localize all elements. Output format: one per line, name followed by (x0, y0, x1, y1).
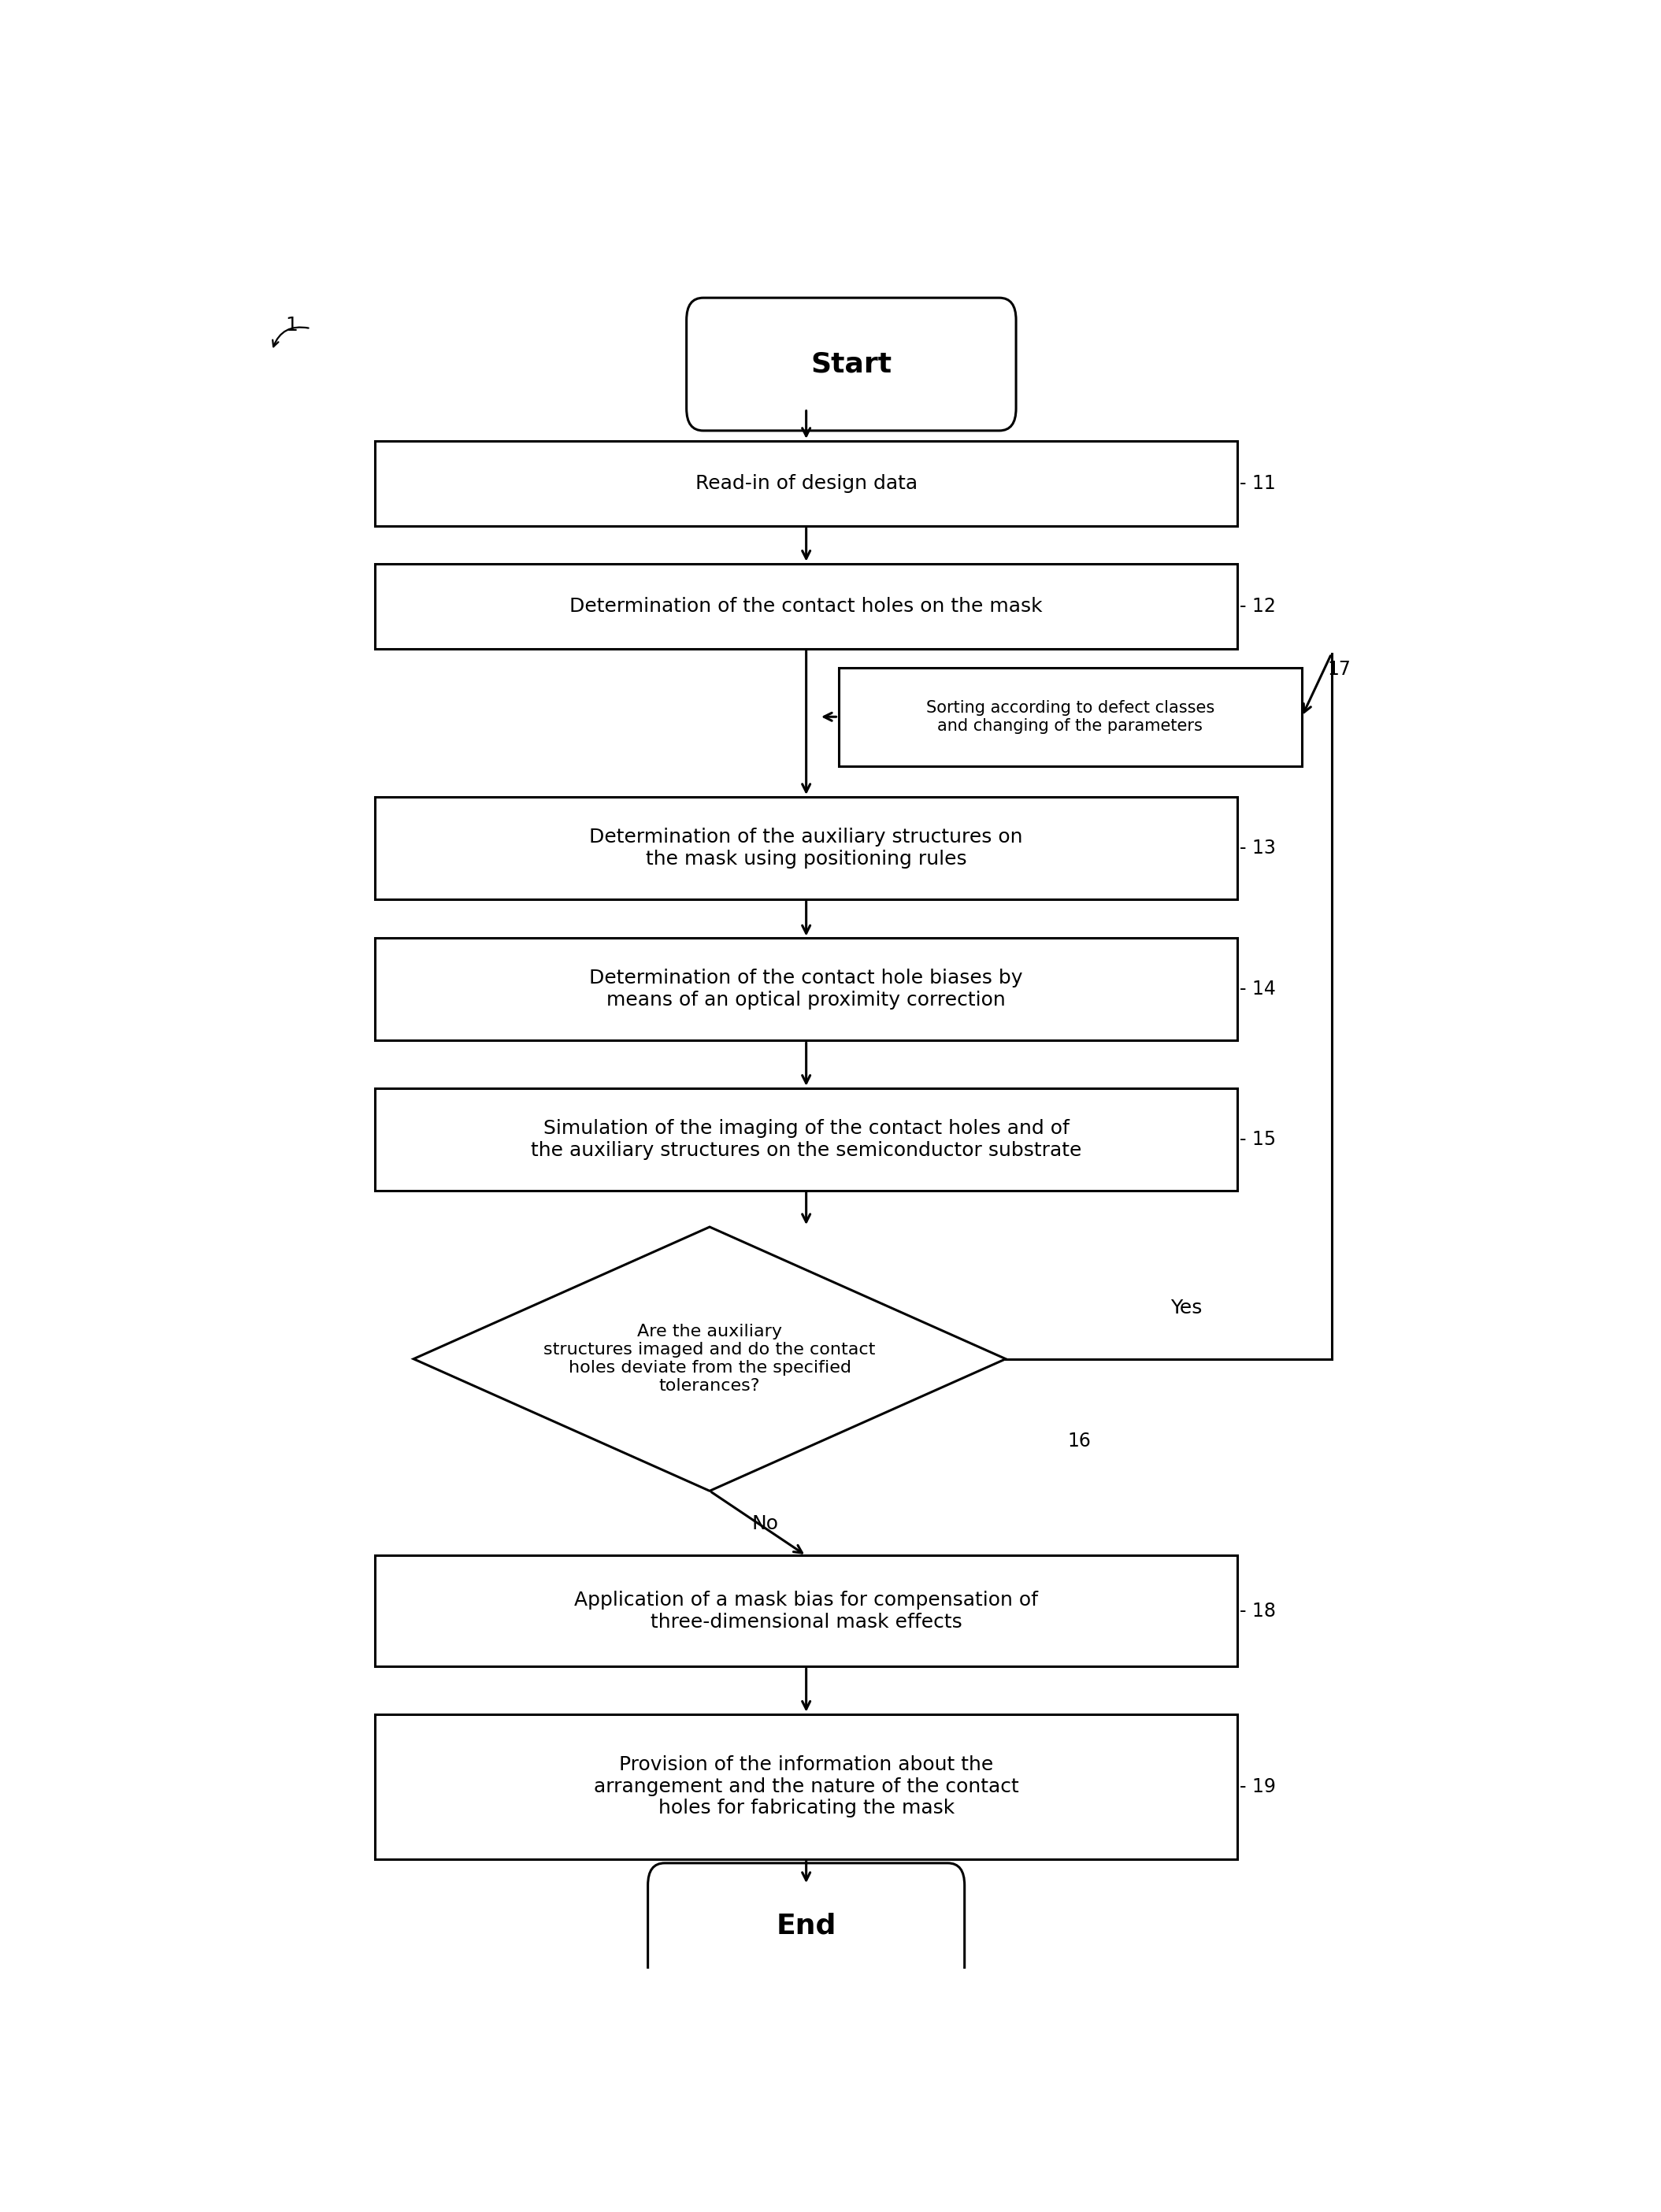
Text: - 18: - 18 (1241, 1601, 1276, 1621)
Text: - 19: - 19 (1241, 1776, 1276, 1796)
Text: 1: 1 (286, 316, 297, 334)
Text: Are the auxiliary
structures imaged and do the contact
holes deviate from the sp: Are the auxiliary structures imaged and … (543, 1323, 875, 1394)
Text: - 14: - 14 (1241, 980, 1276, 1000)
Text: 17: 17 (1327, 659, 1350, 679)
Bar (375, 1714, 1237, 1858)
Text: - 15: - 15 (1241, 1130, 1276, 1148)
FancyBboxPatch shape (686, 299, 1017, 431)
Bar (375, 1088, 1237, 1190)
Text: Start: Start (811, 352, 892, 378)
Bar (375, 938, 1237, 1040)
Text: Determination of the contact holes on the mask: Determination of the contact holes on th… (570, 597, 1043, 615)
Text: Sorting according to defect classes
and changing of the parameters: Sorting according to defect classes and … (925, 699, 1214, 734)
Text: 16: 16 (1068, 1431, 1091, 1451)
Bar (375, 564, 1237, 648)
Text: Application of a mask bias for compensation of
three-dimensional mask effects: Application of a mask bias for compensat… (575, 1590, 1038, 1632)
Text: - 13: - 13 (1241, 838, 1276, 858)
Text: Provision of the information about the
arrangement and the nature of the contact: Provision of the information about the a… (593, 1754, 1018, 1818)
Text: End: End (776, 1913, 835, 1940)
Bar (839, 668, 1302, 765)
Text: Determination of the auxiliary structures on
the mask using positioning rules: Determination of the auxiliary structure… (590, 827, 1023, 869)
Text: - 12: - 12 (1241, 597, 1276, 615)
Bar (375, 1555, 1237, 1666)
Bar (375, 796, 1237, 898)
Text: No: No (752, 1515, 779, 1533)
Text: - 11: - 11 (1241, 473, 1276, 493)
Text: Determination of the contact hole biases by
means of an optical proximity correc: Determination of the contact hole biases… (590, 969, 1023, 1009)
Text: Yes: Yes (1169, 1298, 1203, 1318)
Text: Read-in of design data: Read-in of design data (694, 473, 917, 493)
Bar (375, 440, 1237, 526)
Text: Simulation of the imaging of the contact holes and of
the auxiliary structures o: Simulation of the imaging of the contact… (532, 1119, 1081, 1159)
FancyBboxPatch shape (648, 1863, 965, 1989)
Polygon shape (414, 1228, 1007, 1491)
